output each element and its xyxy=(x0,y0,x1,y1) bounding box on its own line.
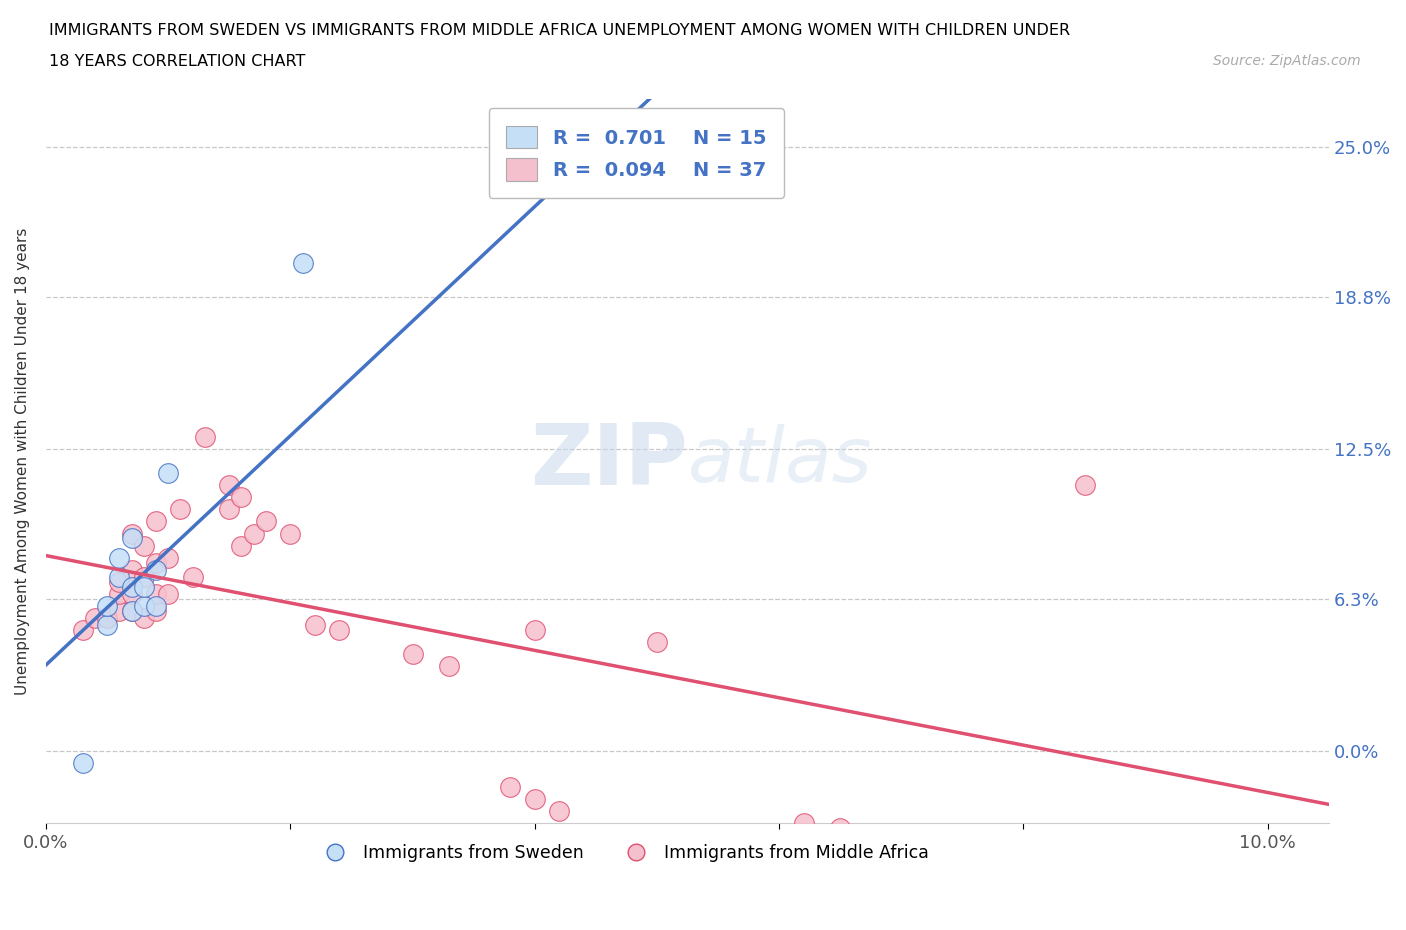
Point xyxy=(145,555,167,570)
Text: Source: ZipAtlas.com: Source: ZipAtlas.com xyxy=(1213,54,1361,68)
Point xyxy=(523,791,546,806)
Point xyxy=(145,587,167,602)
Point xyxy=(121,604,143,618)
Point xyxy=(72,756,94,771)
Point xyxy=(231,538,253,553)
Point xyxy=(634,164,657,179)
Point xyxy=(121,587,143,602)
Point xyxy=(291,256,314,271)
Point xyxy=(132,538,155,553)
Point xyxy=(169,502,191,517)
Point xyxy=(132,611,155,626)
Point xyxy=(121,563,143,578)
Point xyxy=(96,611,118,626)
Point xyxy=(242,526,264,541)
Point xyxy=(499,779,522,794)
Point xyxy=(96,611,118,626)
Point xyxy=(121,604,143,618)
Point xyxy=(157,551,180,565)
Point xyxy=(278,526,301,541)
Point xyxy=(108,551,131,565)
Point xyxy=(792,816,814,830)
Point xyxy=(304,618,326,632)
Point xyxy=(108,569,131,584)
Point xyxy=(830,821,852,836)
Point xyxy=(121,526,143,541)
Point xyxy=(145,514,167,529)
Point xyxy=(181,569,204,584)
Point xyxy=(157,587,180,602)
Point xyxy=(132,599,155,614)
Text: atlas: atlas xyxy=(688,424,872,498)
Point xyxy=(157,466,180,481)
Point xyxy=(1073,478,1095,493)
Text: 18 YEARS CORRELATION CHART: 18 YEARS CORRELATION CHART xyxy=(49,54,305,69)
Point xyxy=(108,604,131,618)
Point xyxy=(437,659,460,674)
Point xyxy=(145,599,167,614)
Point xyxy=(121,579,143,594)
Point xyxy=(121,531,143,546)
Point xyxy=(548,804,571,818)
Point xyxy=(108,587,131,602)
Y-axis label: Unemployment Among Women with Children Under 18 years: Unemployment Among Women with Children U… xyxy=(15,228,30,695)
Point xyxy=(254,514,277,529)
Point xyxy=(96,618,118,632)
Point xyxy=(645,635,668,650)
Point xyxy=(145,604,167,618)
Point xyxy=(132,569,155,584)
Point xyxy=(132,579,155,594)
Point xyxy=(108,575,131,590)
Point xyxy=(83,611,105,626)
Point xyxy=(194,430,217,445)
Text: IMMIGRANTS FROM SWEDEN VS IMMIGRANTS FROM MIDDLE AFRICA UNEMPLOYMENT AMONG WOMEN: IMMIGRANTS FROM SWEDEN VS IMMIGRANTS FRO… xyxy=(49,23,1070,38)
Point xyxy=(96,599,118,614)
Text: ZIP: ZIP xyxy=(530,419,688,502)
Point xyxy=(523,623,546,638)
Point xyxy=(72,623,94,638)
Legend: Immigrants from Sweden, Immigrants from Middle Africa: Immigrants from Sweden, Immigrants from … xyxy=(311,837,935,870)
Point xyxy=(145,563,167,578)
Point xyxy=(218,478,240,493)
Point xyxy=(218,502,240,517)
Point xyxy=(231,490,253,505)
Point xyxy=(328,623,350,638)
Point xyxy=(401,647,423,662)
